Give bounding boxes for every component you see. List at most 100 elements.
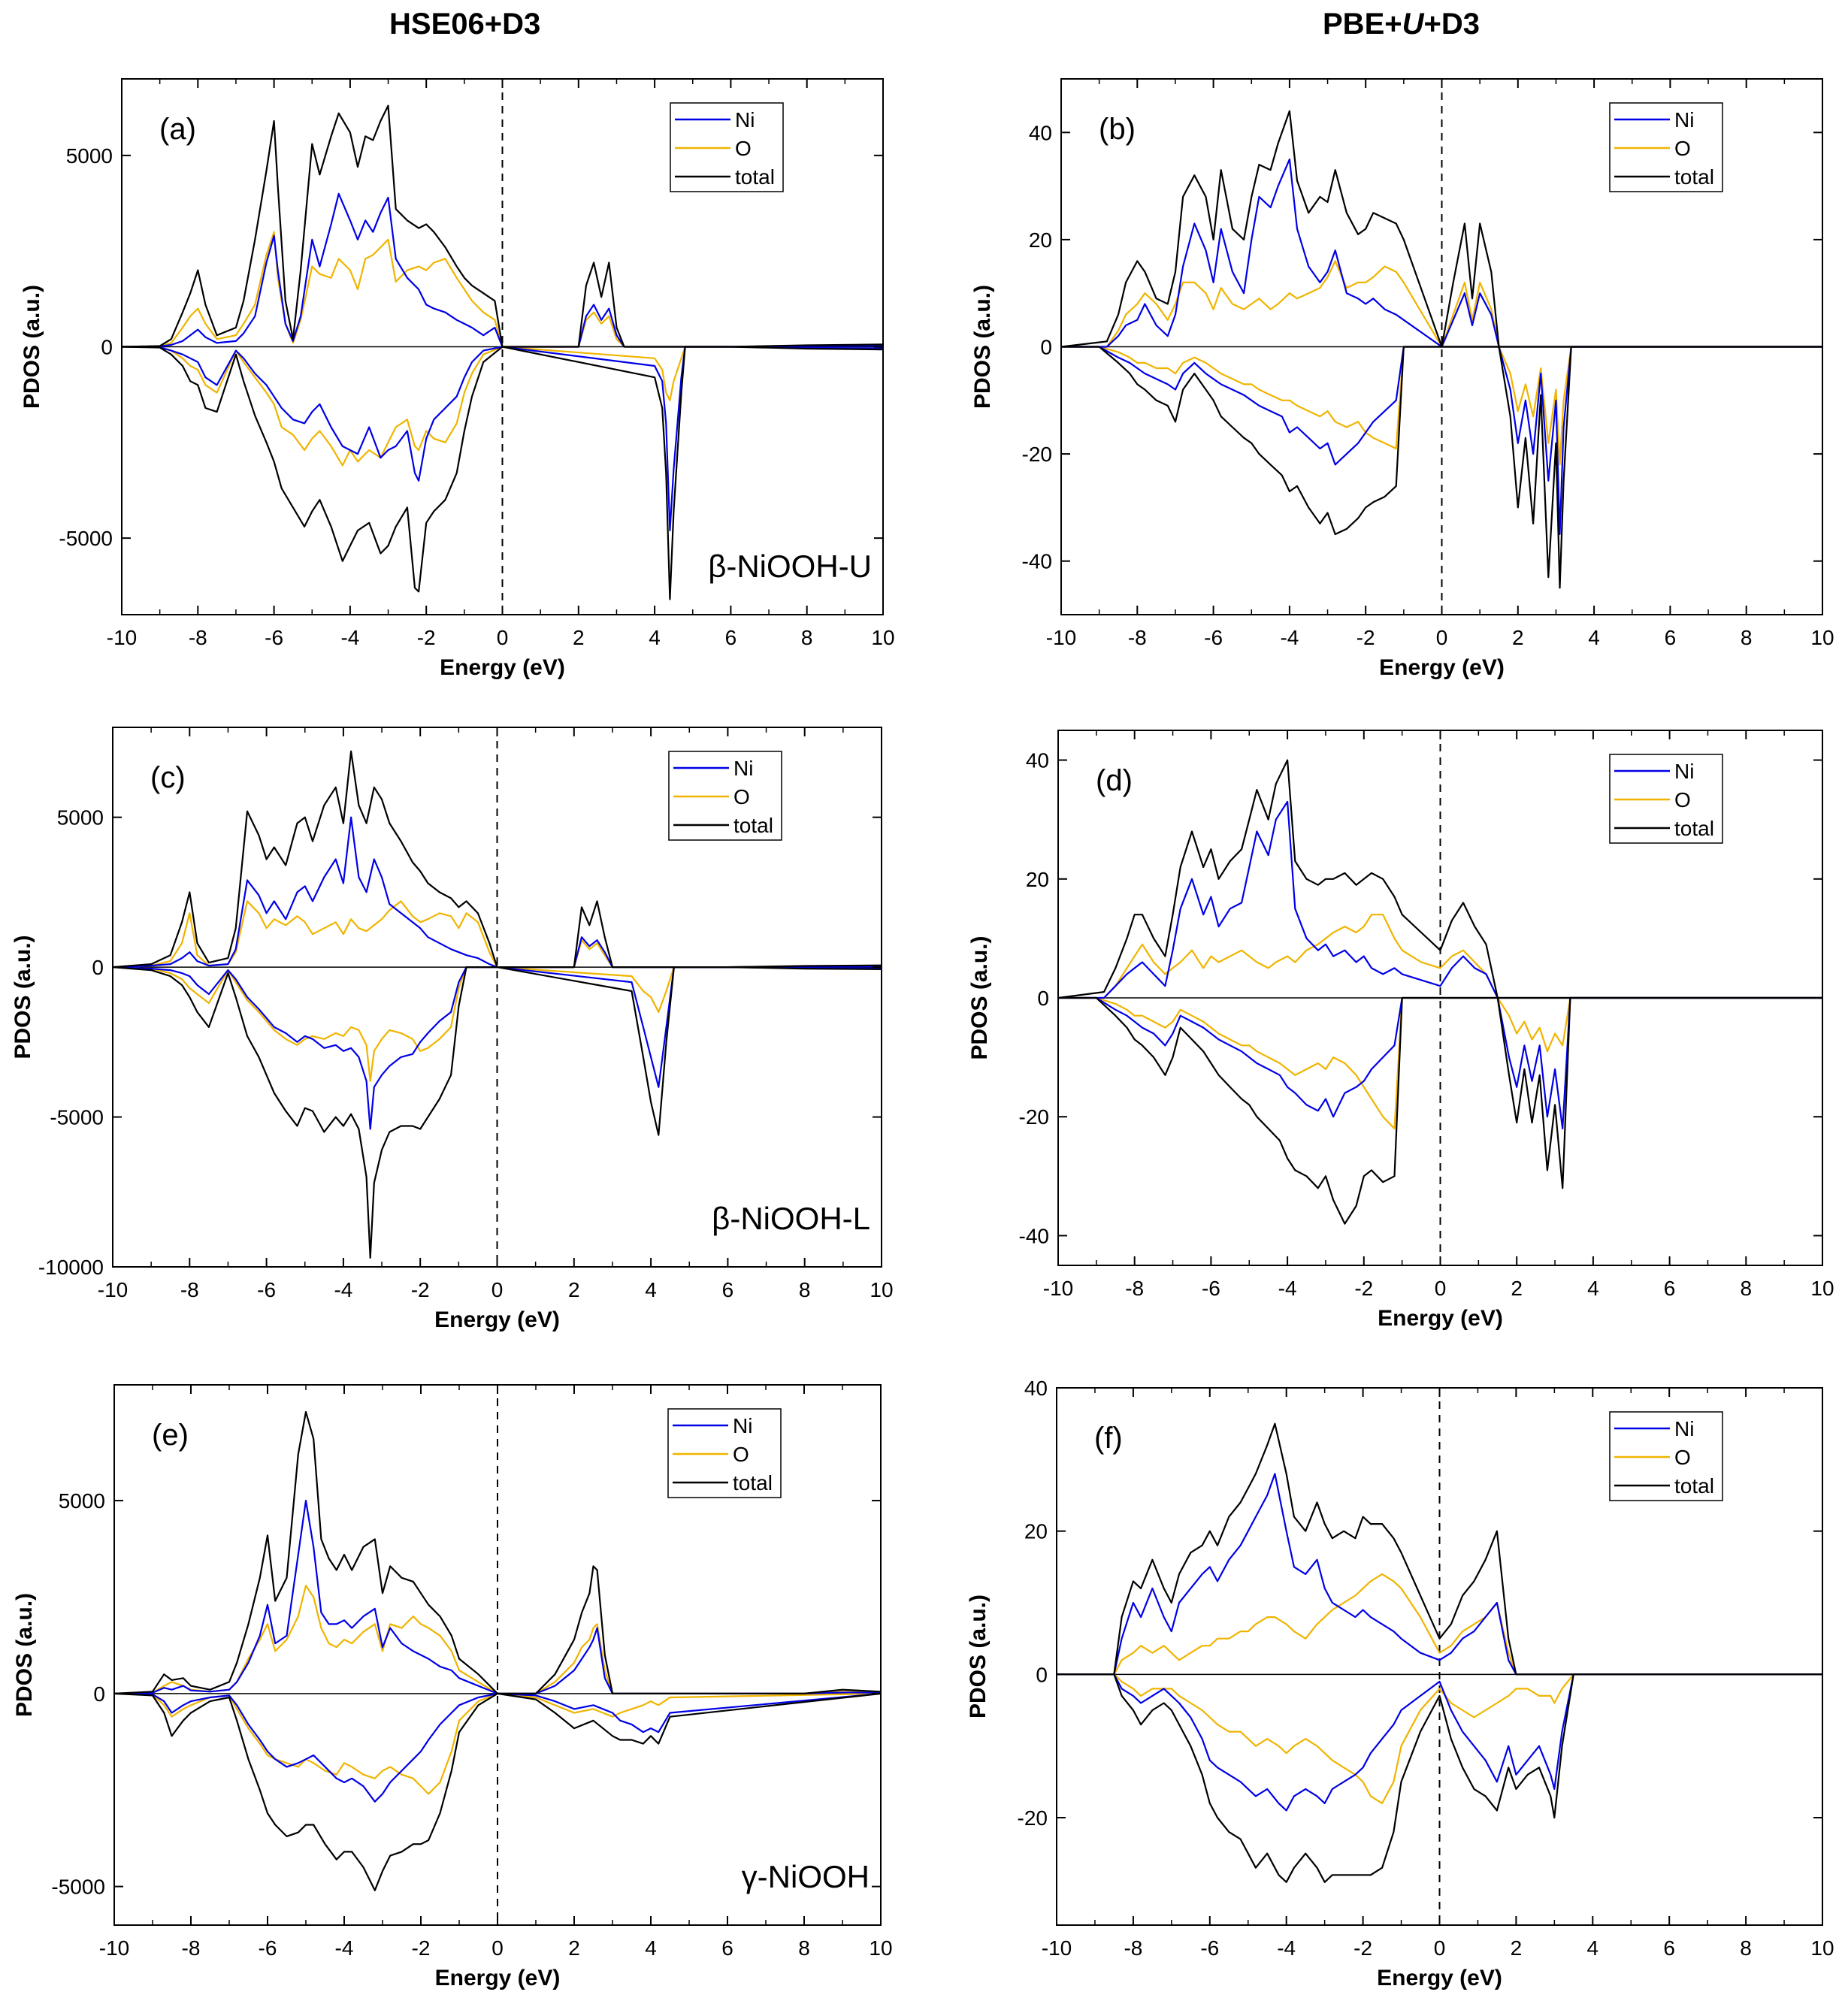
x-tick-label: 0 (491, 1936, 504, 1960)
x-tick-label: -4 (334, 1278, 352, 1301)
y-tick-label: 40 (1029, 121, 1052, 144)
x-tick-label: -10 (1043, 1277, 1073, 1300)
legend-label-total: total (1674, 165, 1714, 189)
x-tick-label: -8 (180, 1278, 199, 1301)
x-tick-label: 0 (1434, 1936, 1446, 1960)
series-o-spin-down (114, 1692, 881, 1795)
legend-label-total: total (735, 165, 775, 189)
series-total-spin-up (113, 750, 882, 969)
x-tick-label: -6 (1200, 1936, 1219, 1960)
legend-label-ni: Ni (733, 757, 753, 780)
x-tick-label: 6 (725, 626, 737, 649)
x-tick-label: 6 (1664, 1277, 1676, 1300)
y-tick-label: -20 (1022, 443, 1052, 466)
series-total-spin-down (114, 1692, 881, 1891)
y-axis-label: PDOS (a.u.) (12, 1593, 37, 1717)
panel-label: (f) (1094, 1422, 1123, 1455)
x-tick-label: 6 (721, 1936, 733, 1960)
x-tick-label: 0 (497, 626, 509, 649)
legend-label-ni: Ni (1674, 108, 1694, 131)
series-o-spin-down (113, 966, 882, 1082)
y-tick-label: -5000 (51, 1876, 105, 1899)
x-tick-label: -8 (1124, 1936, 1142, 1960)
x-tick-label: 8 (801, 626, 813, 649)
series-ni-spin-up (1061, 158, 1822, 348)
x-tick-label: -10 (98, 1278, 128, 1301)
x-tick-label: 8 (1741, 626, 1753, 649)
x-tick-label: 2 (573, 626, 585, 649)
y-tick-label: -40 (1019, 1224, 1049, 1247)
x-tick-label: -2 (417, 626, 436, 649)
legend-label-o: O (733, 785, 750, 809)
series-ni-spin-up (1058, 800, 1822, 999)
x-axis-label: Energy (eV) (440, 655, 565, 680)
series-o-spin-up (113, 900, 882, 969)
series-total-spin-up (1057, 1422, 1822, 1676)
y-tick-label: 0 (1040, 336, 1052, 359)
series-total-spin-down (1061, 346, 1822, 589)
x-tick-label: -2 (1357, 626, 1375, 649)
x-tick-label: 4 (649, 626, 661, 649)
x-tick-label: 10 (869, 1936, 892, 1960)
y-tick-label: 0 (92, 956, 104, 979)
legend-label-o: O (1674, 788, 1691, 812)
x-tick-label: 10 (1810, 1277, 1834, 1300)
series-ni-spin-up (113, 816, 882, 969)
y-tick-label: 0 (1037, 987, 1049, 1010)
x-axis-label: Energy (eV) (1378, 1306, 1503, 1331)
y-tick-label: -10000 (38, 1256, 104, 1279)
x-tick-label: -6 (265, 626, 283, 649)
x-tick-label: 10 (1810, 626, 1834, 649)
legend-label-o: O (1674, 137, 1691, 160)
x-tick-label: 4 (645, 1936, 657, 1960)
series-total-spin-down (1058, 996, 1822, 1225)
legend-label-ni: Ni (1674, 1417, 1694, 1440)
y-tick-label: -5000 (59, 527, 113, 550)
x-tick-label: 10 (871, 626, 894, 649)
x-axis-label: Energy (eV) (435, 1966, 561, 1990)
x-tick-label: 2 (1511, 1936, 1523, 1960)
x-tick-label: -4 (1277, 1936, 1296, 1960)
y-tick-label: 20 (1024, 1520, 1048, 1543)
x-tick-label: 2 (568, 1278, 580, 1301)
series-total-spin-up (114, 1410, 881, 1694)
x-tick-label: 8 (1740, 1936, 1752, 1960)
x-tick-label: -2 (1354, 1277, 1373, 1300)
panel-c: -10 -8 -6 -4 -2 0 2 4 6 8 10 5000 0 -5000 -10000 Energy… (11, 727, 894, 1332)
legend-label-ni: Ni (735, 108, 755, 131)
x-tick-label: -2 (1353, 1936, 1372, 1960)
x-tick-label: 2 (1512, 626, 1524, 649)
panel-a: -10 -8 -6 -4 -2 0 2 4 6 8 10 5000 0 -5000 Energy (eV) P… (20, 78, 895, 680)
x-tick-label: 6 (1665, 626, 1677, 649)
series-ni-spin-up (114, 1499, 881, 1694)
x-tick-label: -6 (257, 1278, 276, 1301)
series-total-spin-up (1058, 759, 1822, 999)
structure-annotation: β-NiOOH-L (712, 1201, 870, 1236)
y-tick-label: 40 (1026, 749, 1049, 772)
x-tick-label: -8 (1128, 626, 1147, 649)
panel-label: (c) (150, 761, 186, 794)
y-tick-label: 5000 (59, 1489, 105, 1513)
x-tick-label: 4 (645, 1278, 657, 1301)
x-tick-label: -2 (411, 1278, 430, 1301)
y-tick-label: 40 (1024, 1377, 1048, 1400)
x-tick-label: -4 (335, 1936, 354, 1960)
x-tick-label: 0 (491, 1278, 504, 1301)
x-tick-label: -6 (1204, 626, 1223, 649)
legend-label-o: O (1674, 1446, 1691, 1469)
panel-label: (e) (152, 1419, 189, 1452)
x-tick-label: -4 (340, 626, 359, 649)
legend-label-total: total (1674, 817, 1714, 840)
x-tick-label: 4 (1588, 626, 1600, 649)
series-o-spin-down (1058, 996, 1822, 1130)
y-tick-label: -20 (1019, 1105, 1049, 1129)
x-tick-label: 8 (798, 1936, 810, 1960)
x-tick-label: 8 (799, 1278, 811, 1301)
x-axis-label: Energy (eV) (1379, 655, 1505, 680)
